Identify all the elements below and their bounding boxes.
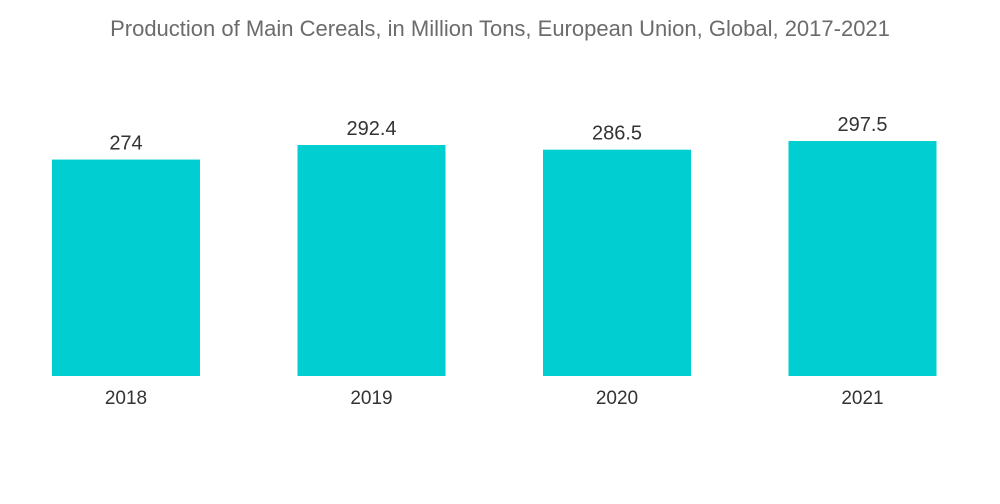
value-label-2021: 297.5 (837, 114, 887, 136)
bar-2018 (52, 159, 200, 376)
x-tick-label-2021: 2021 (841, 388, 883, 409)
bar-2021 (788, 141, 937, 376)
value-labels-group: 274 292.4 286.5 297.5 (109, 114, 887, 155)
value-label-2018: 274 (109, 133, 142, 155)
value-label-2019: 292.4 (346, 118, 396, 140)
x-tick-label-2019: 2019 (350, 388, 392, 409)
x-tick-label-2020: 2020 (596, 388, 638, 409)
x-tick-labels-group: 2018 2019 2020 2021 (105, 388, 884, 409)
chart-title: Production of Main Cereals, in Million T… (110, 16, 890, 41)
bar-2020 (543, 149, 691, 376)
bars-group (52, 141, 937, 376)
x-tick-label-2018: 2018 (105, 388, 147, 409)
value-label-2020: 286.5 (592, 123, 642, 145)
bar-2019 (297, 145, 446, 376)
